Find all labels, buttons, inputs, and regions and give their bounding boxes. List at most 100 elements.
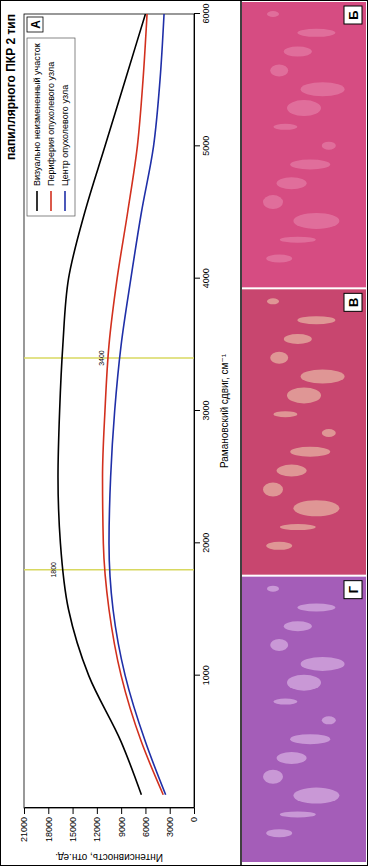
x-tick-mark	[194, 278, 200, 279]
x-tick: 1000	[194, 665, 211, 685]
y-tick-label: 6000	[141, 817, 151, 837]
x-tick-mark	[194, 145, 200, 146]
y-tick-label: 9000	[117, 817, 127, 837]
image-texture	[301, 657, 345, 671]
x-tick: 2000	[194, 533, 211, 553]
chart: 1000 2000 3000 4000 5000 6000 0 3000 6000 9000 120…	[4, 3, 230, 863]
y-tick-mark	[24, 808, 25, 814]
x-tick-label: 6000	[201, 3, 211, 23]
image-texture	[267, 298, 279, 304]
x-tick-mark	[194, 675, 200, 676]
image-texture	[280, 524, 316, 530]
y-tick-label: 12000	[92, 817, 102, 842]
image-texture	[293, 788, 339, 804]
image	[242, 2, 366, 287]
x-tick-label: 5000	[201, 136, 211, 156]
image-texture	[293, 213, 339, 229]
legend-box	[27, 38, 75, 216]
image-texture	[322, 716, 336, 724]
image-texture	[273, 124, 297, 130]
image-texture	[263, 770, 283, 784]
series-line	[103, 14, 164, 795]
y-tick-label: 15000	[68, 817, 78, 842]
y-tick: 9000	[117, 808, 127, 837]
y-tick-label: 3000	[165, 817, 175, 837]
legend-entry: Визуально неизмененный участок	[32, 43, 42, 186]
legend-entry: Периферия опухолевого узла	[46, 62, 56, 186]
legend-swatch	[50, 191, 52, 211]
y-tick-mark	[48, 808, 49, 814]
image-texture	[297, 29, 335, 37]
image-panel: Г	[242, 577, 366, 862]
x-tick: 3000	[194, 400, 211, 420]
image-label-box	[344, 6, 362, 24]
y-tick-label: 21000	[19, 817, 29, 842]
image-label-box	[344, 293, 362, 311]
image-panel: В	[242, 289, 366, 574]
page: 1000 2000 3000 4000 5000 6000 0 3000 6000 9000 120…	[0, 0, 368, 866]
image-texture	[270, 639, 288, 651]
y-tick: 6000	[141, 808, 151, 837]
x-tick-label: 3000	[201, 400, 211, 420]
image-texture	[266, 255, 292, 263]
x-tick: 5000	[194, 136, 211, 156]
y-tick-mark	[170, 808, 171, 814]
x-axis: 1000 2000 3000 4000 5000 6000	[194, 3, 211, 807]
x-tick-label: 4000	[201, 268, 211, 288]
image-texture	[290, 447, 330, 457]
image-texture	[284, 621, 312, 631]
image-texture	[280, 811, 316, 817]
x-tick-label: 1000	[201, 665, 211, 685]
y-tick: 18000	[44, 808, 54, 842]
y-tick: 12000	[92, 808, 102, 842]
series-line	[109, 14, 166, 795]
image-texture	[270, 352, 288, 364]
legend-swatch	[36, 191, 38, 211]
y-tick: 15000	[68, 808, 78, 842]
divider	[240, 0, 242, 866]
page-border	[1, 1, 368, 866]
image-texture	[287, 675, 321, 691]
y-tick: 3000	[165, 808, 175, 837]
image-texture	[284, 334, 312, 344]
x-tick-label: 2000	[201, 533, 211, 553]
y-tick-label: 0	[189, 817, 199, 822]
y-axis-title: Интенсивность, отн.ед.	[55, 852, 163, 863]
y-tick: 21000	[19, 808, 29, 842]
image-texture	[277, 465, 307, 477]
annotation: 3400	[98, 350, 105, 366]
annotation: 1800	[50, 562, 57, 578]
image-label: Г	[346, 585, 361, 593]
image-texture	[322, 429, 336, 437]
plot-frame	[24, 14, 194, 808]
image-texture	[277, 752, 307, 764]
image-texture	[267, 586, 279, 592]
x-axis-title: Рамановский сдвиг, см⁻¹	[219, 353, 230, 468]
image-texture	[287, 100, 321, 116]
image-texture	[280, 237, 316, 243]
image-texture	[297, 316, 335, 324]
image	[242, 577, 366, 862]
image-texture	[301, 370, 345, 384]
image-texture	[322, 142, 336, 150]
x-tick: 6000	[194, 3, 211, 23]
y-tick-mark	[121, 808, 122, 814]
image-texture	[267, 11, 279, 17]
image-texture	[277, 177, 307, 189]
y-tick-mark	[73, 808, 74, 814]
x-tick-mark	[194, 410, 200, 411]
x-tick-mark	[194, 13, 200, 14]
y-tick-mark	[97, 808, 98, 814]
image-texture	[270, 64, 288, 76]
image-texture	[263, 482, 283, 496]
image-label: В	[346, 298, 361, 307]
image-label: Б	[346, 10, 361, 19]
image-texture	[297, 603, 335, 611]
y-axis: 0 3000 6000 9000 12000 15000 18000 21000	[19, 808, 199, 843]
marker-line	[24, 357, 194, 359]
plot-area	[24, 14, 194, 795]
image-texture	[263, 195, 283, 209]
legend: Визуально неизмененный участок Периферия …	[27, 38, 75, 216]
image-texture	[273, 699, 297, 705]
image-texture	[293, 500, 339, 516]
